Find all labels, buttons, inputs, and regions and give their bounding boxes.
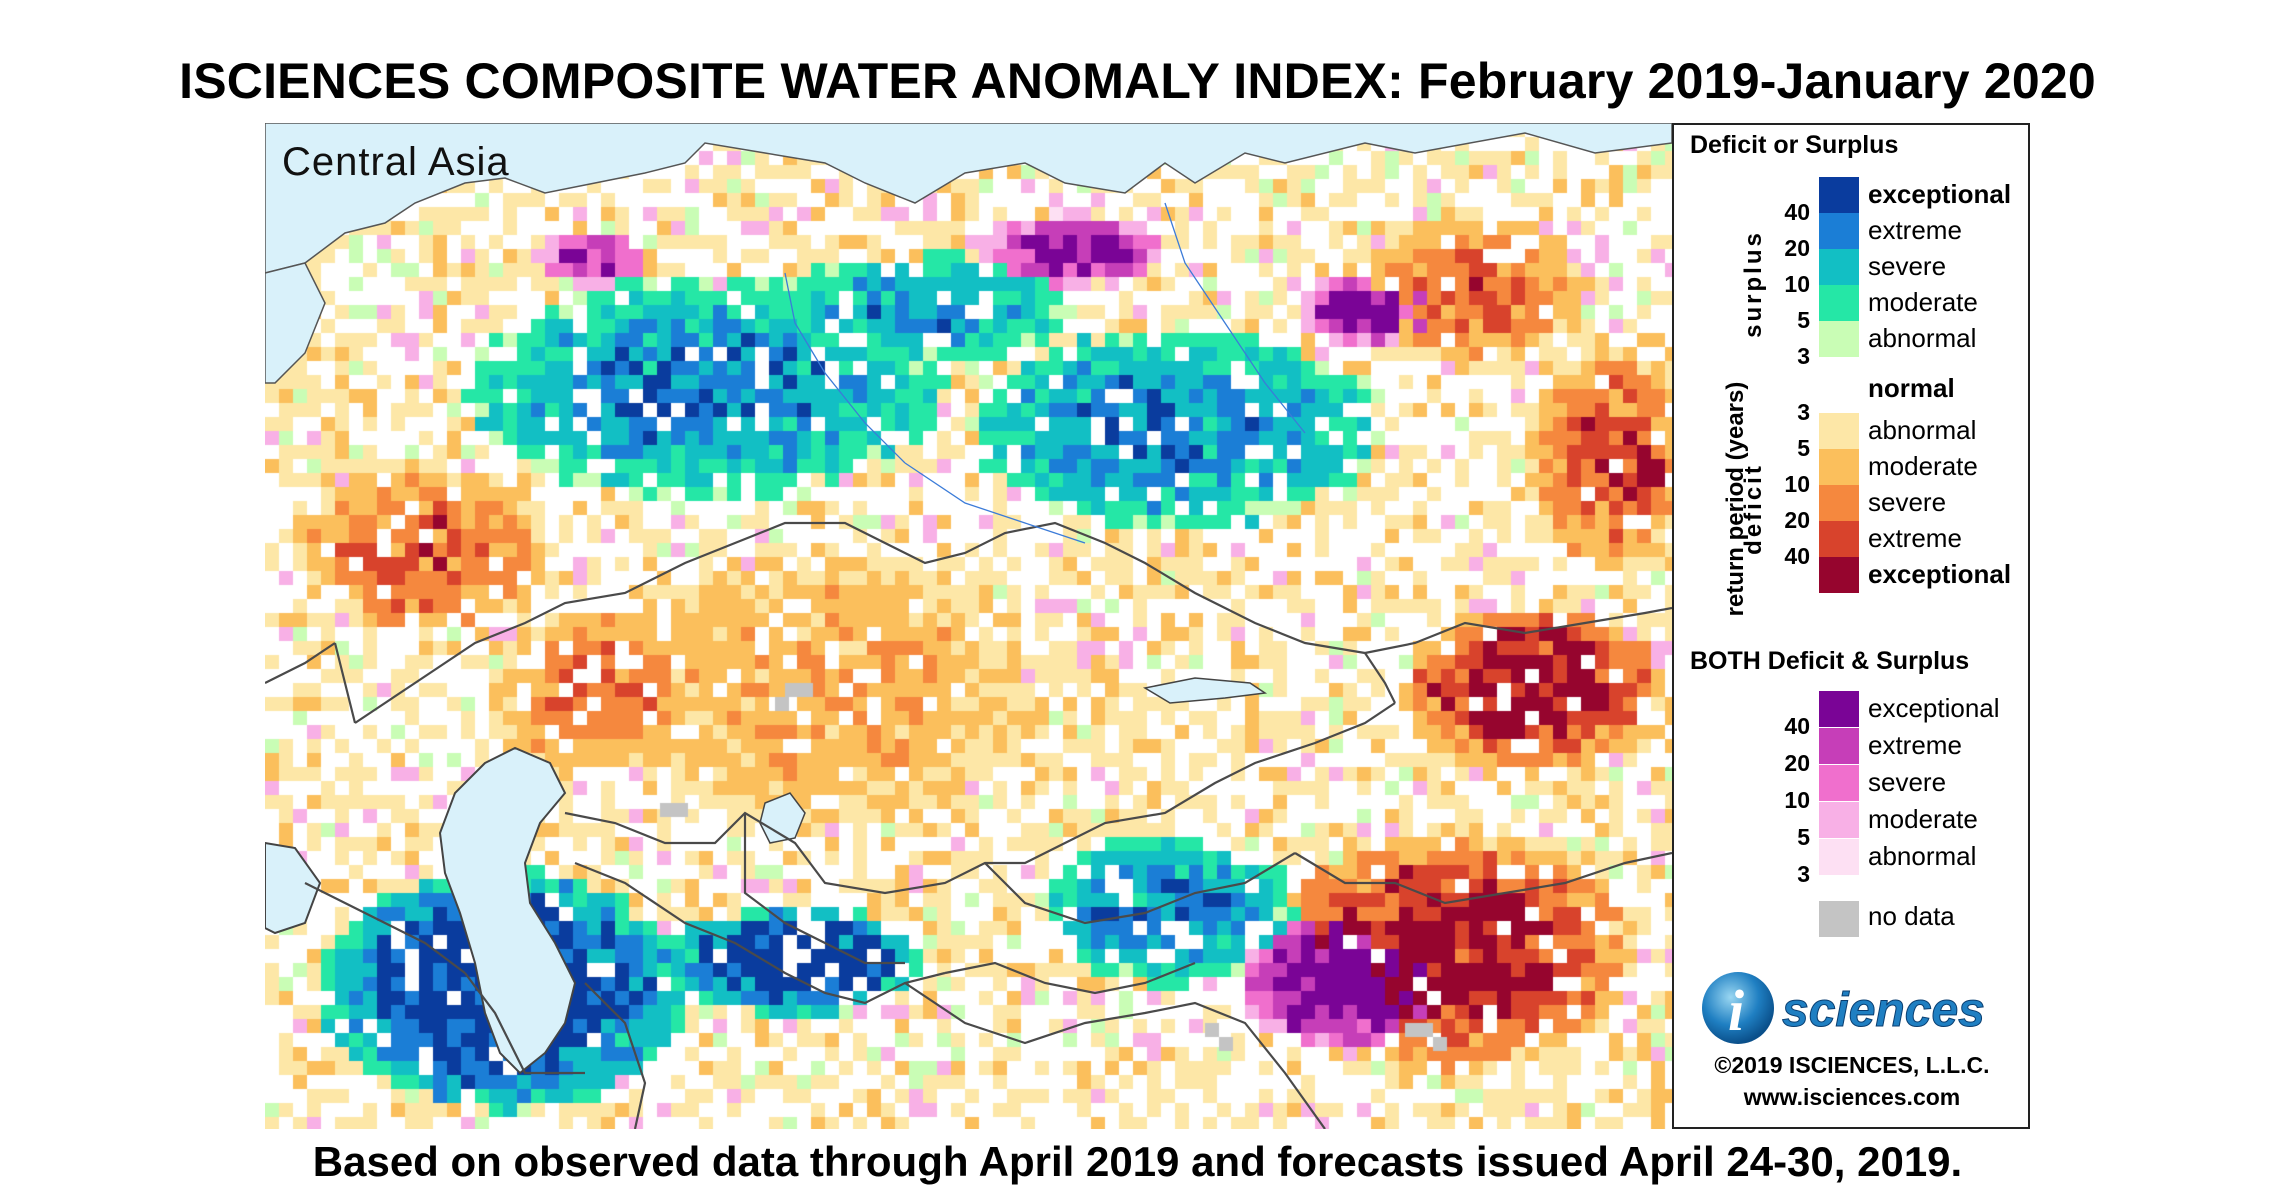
border-russia-kazakhstan <box>354 521 1366 724</box>
both-swatch-abnormal <box>1819 839 1859 875</box>
no-data-label: no data <box>1868 901 1955 931</box>
both-tick-3: 3 <box>1797 861 1810 887</box>
logo-globe-icon <box>1702 972 1774 1044</box>
deficit-swatch-moderate <box>1819 449 1859 485</box>
deficit-tick-3: 3 <box>1797 399 1810 425</box>
surplus-label-severe: severe <box>1868 251 1947 281</box>
river-ob <box>784 272 906 464</box>
surplus-tick-10: 10 <box>1784 271 1810 297</box>
surplus-label-abnormal: abnormal <box>1868 323 1977 353</box>
surplus-tick-3: 3 <box>1797 343 1810 369</box>
deficit-label-abnormal: abnormal <box>1868 415 1977 445</box>
deficit-swatch-exceptional <box>1819 557 1859 593</box>
both-label-severe: severe <box>1868 767 1947 797</box>
border-russia-west <box>333 642 357 724</box>
deficit-tick-5: 5 <box>1797 435 1810 461</box>
logo-letter: i <box>1728 978 1744 1043</box>
border-tajik <box>944 961 1196 995</box>
page-title: ISCIENCES COMPOSITE WATER ANOMALY INDEX:… <box>179 53 2096 109</box>
both-tick-5: 5 <box>1797 824 1810 850</box>
legend-surplus-label: surplus <box>1740 230 1767 338</box>
both-swatch-severe <box>1819 765 1859 801</box>
deficit-label-severe: severe <box>1868 487 1947 517</box>
surplus-swatch-exceptional <box>1819 177 1859 213</box>
deficit-label-exceptional: exceptional <box>1868 559 2012 589</box>
surplus-tick-40: 40 <box>1784 199 1810 225</box>
surplus-swatch-abnormal <box>1819 321 1859 357</box>
legend-deficit-label: deficit <box>1740 463 1767 555</box>
border-afghan-pak <box>904 982 1326 1129</box>
border-uzbek-turkmen <box>574 861 946 1005</box>
both-swatch-moderate <box>1819 802 1859 838</box>
both-tick-10: 10 <box>1784 787 1810 813</box>
deficit-tick-10: 10 <box>1784 471 1810 497</box>
region-label: Central Asia <box>282 140 510 184</box>
deficit-tick-40: 40 <box>1784 543 1810 569</box>
deficit-swatch-abnormal <box>1819 413 1859 449</box>
website-link[interactable]: www.isciences.com <box>1743 1084 1961 1110</box>
border-caucasus <box>304 882 466 974</box>
both-label-moderate: moderate <box>1868 804 1978 834</box>
border-kyrgyz <box>984 852 1296 925</box>
both-label-abnormal: abnormal <box>1868 841 1977 871</box>
legend-heading-deficit-surplus: Deficit or Surplus <box>1690 131 1899 159</box>
caspian-sea <box>438 746 577 1075</box>
both-swatch-extreme <box>1819 728 1859 764</box>
border-uzbek-west <box>743 813 905 965</box>
white-sea <box>265 262 326 384</box>
river-irtysh <box>904 462 1086 544</box>
border-iran-north <box>464 972 585 1075</box>
normal-label: normal <box>1868 373 1955 403</box>
legend-heading-both: BOTH Deficit & Surplus <box>1690 647 1970 675</box>
deficit-tick-20: 20 <box>1784 507 1810 533</box>
surplus-label-extreme: extreme <box>1868 215 1962 245</box>
surplus-tick-20: 20 <box>1784 235 1810 261</box>
surplus-label-exceptional: exceptional <box>1868 179 2012 209</box>
both-tick-40: 40 <box>1784 713 1810 739</box>
deficit-swatch-extreme <box>1819 521 1859 557</box>
surplus-swatch-extreme <box>1819 213 1859 249</box>
surplus-label-moderate: moderate <box>1868 287 1978 317</box>
surplus-swatch-moderate <box>1819 285 1859 321</box>
black-sea <box>265 841 322 935</box>
border-kazakhstan-china <box>1364 652 1396 704</box>
border-ukraine <box>265 642 336 684</box>
border-afghan-iran <box>584 982 647 1129</box>
logo-text: sciences <box>1782 984 1985 1037</box>
copyright: ©2019 ISCIENCES, L.L.C. <box>1714 1052 1990 1078</box>
both-label-extreme: extreme <box>1868 730 1962 760</box>
legend: Deficit or Surplus return period (years)… <box>1676 125 2028 1127</box>
surplus-swatch-severe <box>1819 249 1859 285</box>
anomaly-map[interactable] <box>265 123 1674 1129</box>
both-swatch-exceptional <box>1819 691 1859 727</box>
deficit-swatch-severe <box>1819 485 1859 521</box>
deficit-label-extreme: extreme <box>1868 523 1962 553</box>
both-label-exceptional: exceptional <box>1868 693 2000 723</box>
surplus-tick-5: 5 <box>1797 307 1810 333</box>
both-tick-20: 20 <box>1784 750 1810 776</box>
border-mongolia <box>1364 606 1672 655</box>
no-data-swatch <box>1819 901 1859 937</box>
border-kazakhstan-south <box>564 702 1396 895</box>
border-china-india <box>1294 851 1672 905</box>
footer-note: Based on observed data through April 201… <box>312 1138 1963 1185</box>
arctic-sea <box>265 123 1672 274</box>
map-overlay <box>265 123 1672 1129</box>
river-yenisei <box>1164 202 1306 434</box>
lake-balkhash <box>1142 677 1268 704</box>
deficit-label-moderate: moderate <box>1868 451 1978 481</box>
isciences-logo: i sciences <box>1702 972 1985 1044</box>
